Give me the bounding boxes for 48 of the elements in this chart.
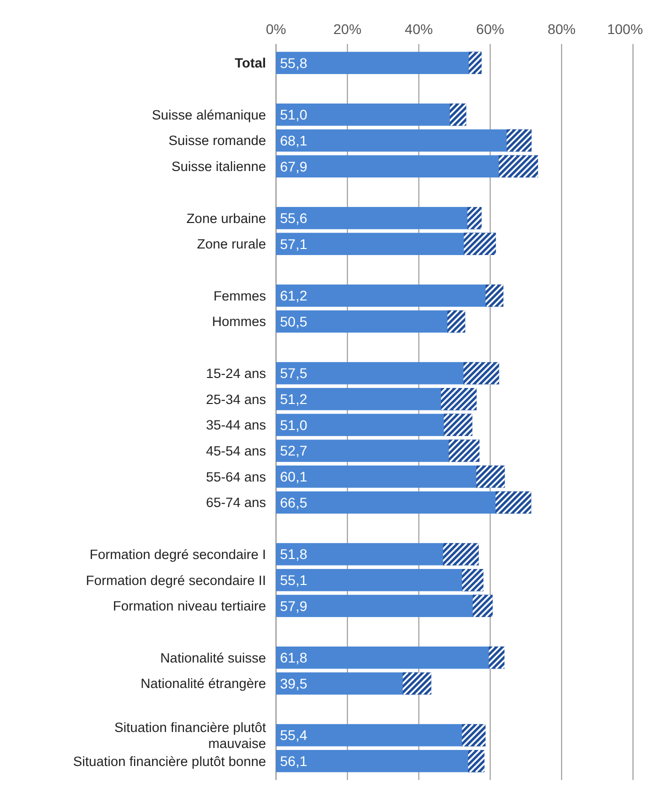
x-tick-label: 80% bbox=[548, 21, 576, 37]
x-tick-label: 0% bbox=[266, 21, 286, 37]
data-label: 57,1 bbox=[280, 236, 308, 252]
y-tick-label: 65-74 ans bbox=[206, 495, 266, 510]
data-label: 61,8 bbox=[280, 650, 308, 666]
data-label: 55,1 bbox=[280, 572, 308, 588]
y-tick-label: Formation degré secondaire II bbox=[86, 572, 266, 588]
y-tick-label: Nationalité suisse bbox=[160, 650, 266, 666]
x-tick-label: 60% bbox=[476, 21, 504, 37]
data-label: 56,1 bbox=[280, 752, 308, 769]
data-label: 61,2 bbox=[280, 288, 308, 304]
data-label: 51,0 bbox=[280, 106, 308, 123]
data-label: 51,2 bbox=[280, 390, 308, 407]
data-label: 55,6 bbox=[280, 210, 308, 226]
y-tick-label: 15-24 ans bbox=[206, 366, 266, 381]
y-tick-label: Femmes bbox=[213, 288, 266, 304]
y-tick-label: Suisse romande bbox=[168, 133, 266, 148]
x-tick-label: 100% bbox=[607, 21, 643, 37]
data-label: 67,9 bbox=[280, 158, 308, 174]
y-tick-label: 45-54 ans bbox=[206, 444, 266, 459]
data-label: 55,4 bbox=[280, 727, 308, 744]
data-label: 57,5 bbox=[280, 365, 308, 382]
y-tick-label: Zone urbaine bbox=[186, 210, 266, 226]
y-tick-label: 35-44 ans bbox=[206, 418, 266, 433]
data-label: 51,8 bbox=[280, 546, 308, 562]
y-tick-label: Zone rurale bbox=[196, 236, 266, 252]
y-tick-label: Situation financière plutôt bonne bbox=[73, 754, 266, 769]
data-label: 55,8 bbox=[280, 54, 308, 71]
y-tick-label: Total bbox=[234, 56, 266, 71]
data-label: 52,7 bbox=[280, 442, 308, 459]
data-label: 50,5 bbox=[280, 313, 308, 330]
y-tick-label: 55-64 ans bbox=[206, 469, 266, 484]
y-tick-label: Formation niveau tertiaire bbox=[112, 598, 266, 614]
data-label: 51,0 bbox=[280, 416, 308, 433]
x-tick-label: 40% bbox=[404, 21, 433, 37]
y-tick-label: Suisse alémanique bbox=[152, 107, 266, 122]
data-label: 66,5 bbox=[280, 494, 308, 510]
y-tick-label: Hommes bbox=[212, 314, 266, 330]
data-label: 60,1 bbox=[280, 468, 308, 485]
y-tick-label: Nationalité étrangère bbox=[140, 676, 266, 692]
y-tick-label: Situation financière plutôt mauvaise bbox=[114, 720, 266, 752]
y-tick-label: Suisse italienne bbox=[171, 159, 266, 174]
y-tick-label: Formation degré secondaire I bbox=[90, 546, 266, 562]
data-label: 57,9 bbox=[280, 598, 308, 614]
x-tick-label: 20% bbox=[333, 21, 362, 37]
data-label: 68,1 bbox=[280, 132, 308, 148]
y-tick-label: 25-34 ans bbox=[206, 392, 266, 407]
data-label: 39,5 bbox=[280, 675, 308, 692]
